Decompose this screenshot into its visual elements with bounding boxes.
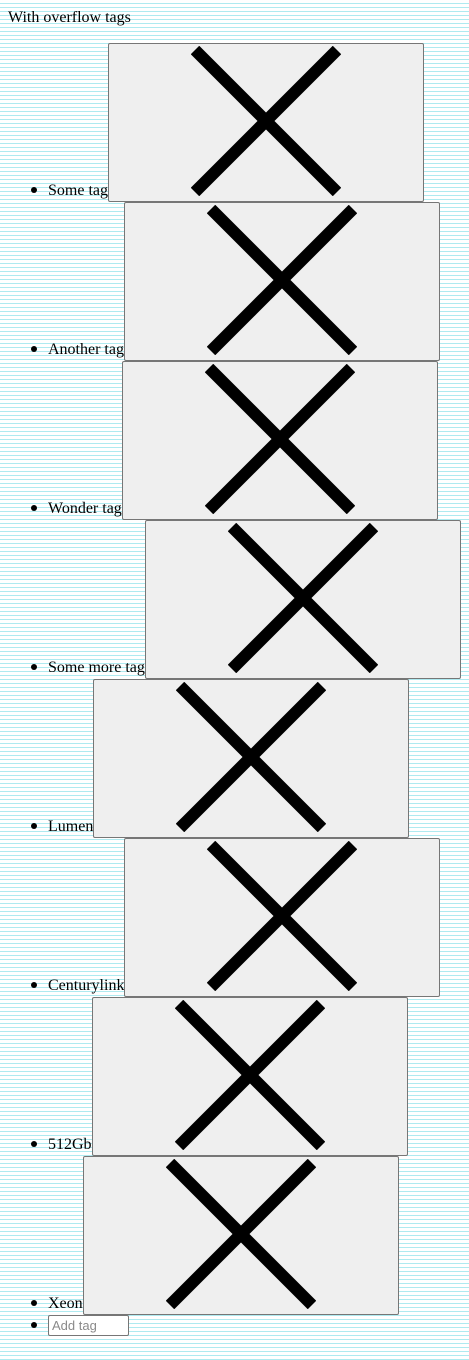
tag-label: Some more tag <box>48 659 145 676</box>
tag-item: Lumen <box>0 679 409 838</box>
remove-tag-button[interactable] <box>92 997 408 1156</box>
tag-item: Some more tag <box>0 520 461 679</box>
tag-label: Some tag <box>48 182 108 199</box>
remove-tag-button[interactable] <box>145 520 461 679</box>
tag-label: 512Gb <box>48 1136 92 1153</box>
list-bullet <box>31 346 37 352</box>
tag-label: Xeon <box>48 1295 83 1312</box>
tag-label: Another tag <box>48 341 124 358</box>
list-bullet <box>31 505 37 511</box>
remove-tag-button[interactable] <box>83 1156 399 1315</box>
remove-tag-button[interactable] <box>93 679 409 838</box>
close-icon <box>205 364 355 514</box>
tag-label: Lumen <box>48 818 94 835</box>
remove-tag-button[interactable] <box>108 43 424 202</box>
tag-label: Wonder tag <box>48 500 122 517</box>
tag-item: Xeon <box>0 1156 399 1315</box>
list-bullet <box>31 1322 37 1328</box>
add-tag-item <box>0 1314 469 1338</box>
list-bullet <box>31 664 37 670</box>
tag-item: 512Gb <box>0 997 408 1156</box>
remove-tag-button[interactable] <box>124 838 440 997</box>
close-icon <box>166 1159 316 1309</box>
close-icon <box>228 523 378 673</box>
tag-item: Some tag <box>0 43 424 202</box>
list-bullet <box>31 187 37 193</box>
list-bullet <box>31 1141 37 1147</box>
list-bullet <box>31 823 37 829</box>
tag-item: Centurylink <box>0 838 440 997</box>
tag-item: Another tag <box>0 202 440 361</box>
remove-tag-button[interactable] <box>122 361 438 520</box>
close-icon <box>207 841 357 991</box>
section-title: With overflow tags <box>8 9 131 26</box>
list-bullet <box>31 982 37 988</box>
tag-label: Centurylink <box>48 977 125 994</box>
close-icon <box>191 46 341 196</box>
close-icon <box>175 1000 325 1150</box>
add-tag-input[interactable] <box>48 1315 129 1336</box>
tag-item: Wonder tag <box>0 361 438 520</box>
remove-tag-button[interactable] <box>124 202 440 361</box>
close-icon <box>176 682 326 832</box>
close-icon <box>207 205 357 355</box>
list-bullet <box>31 1300 37 1306</box>
